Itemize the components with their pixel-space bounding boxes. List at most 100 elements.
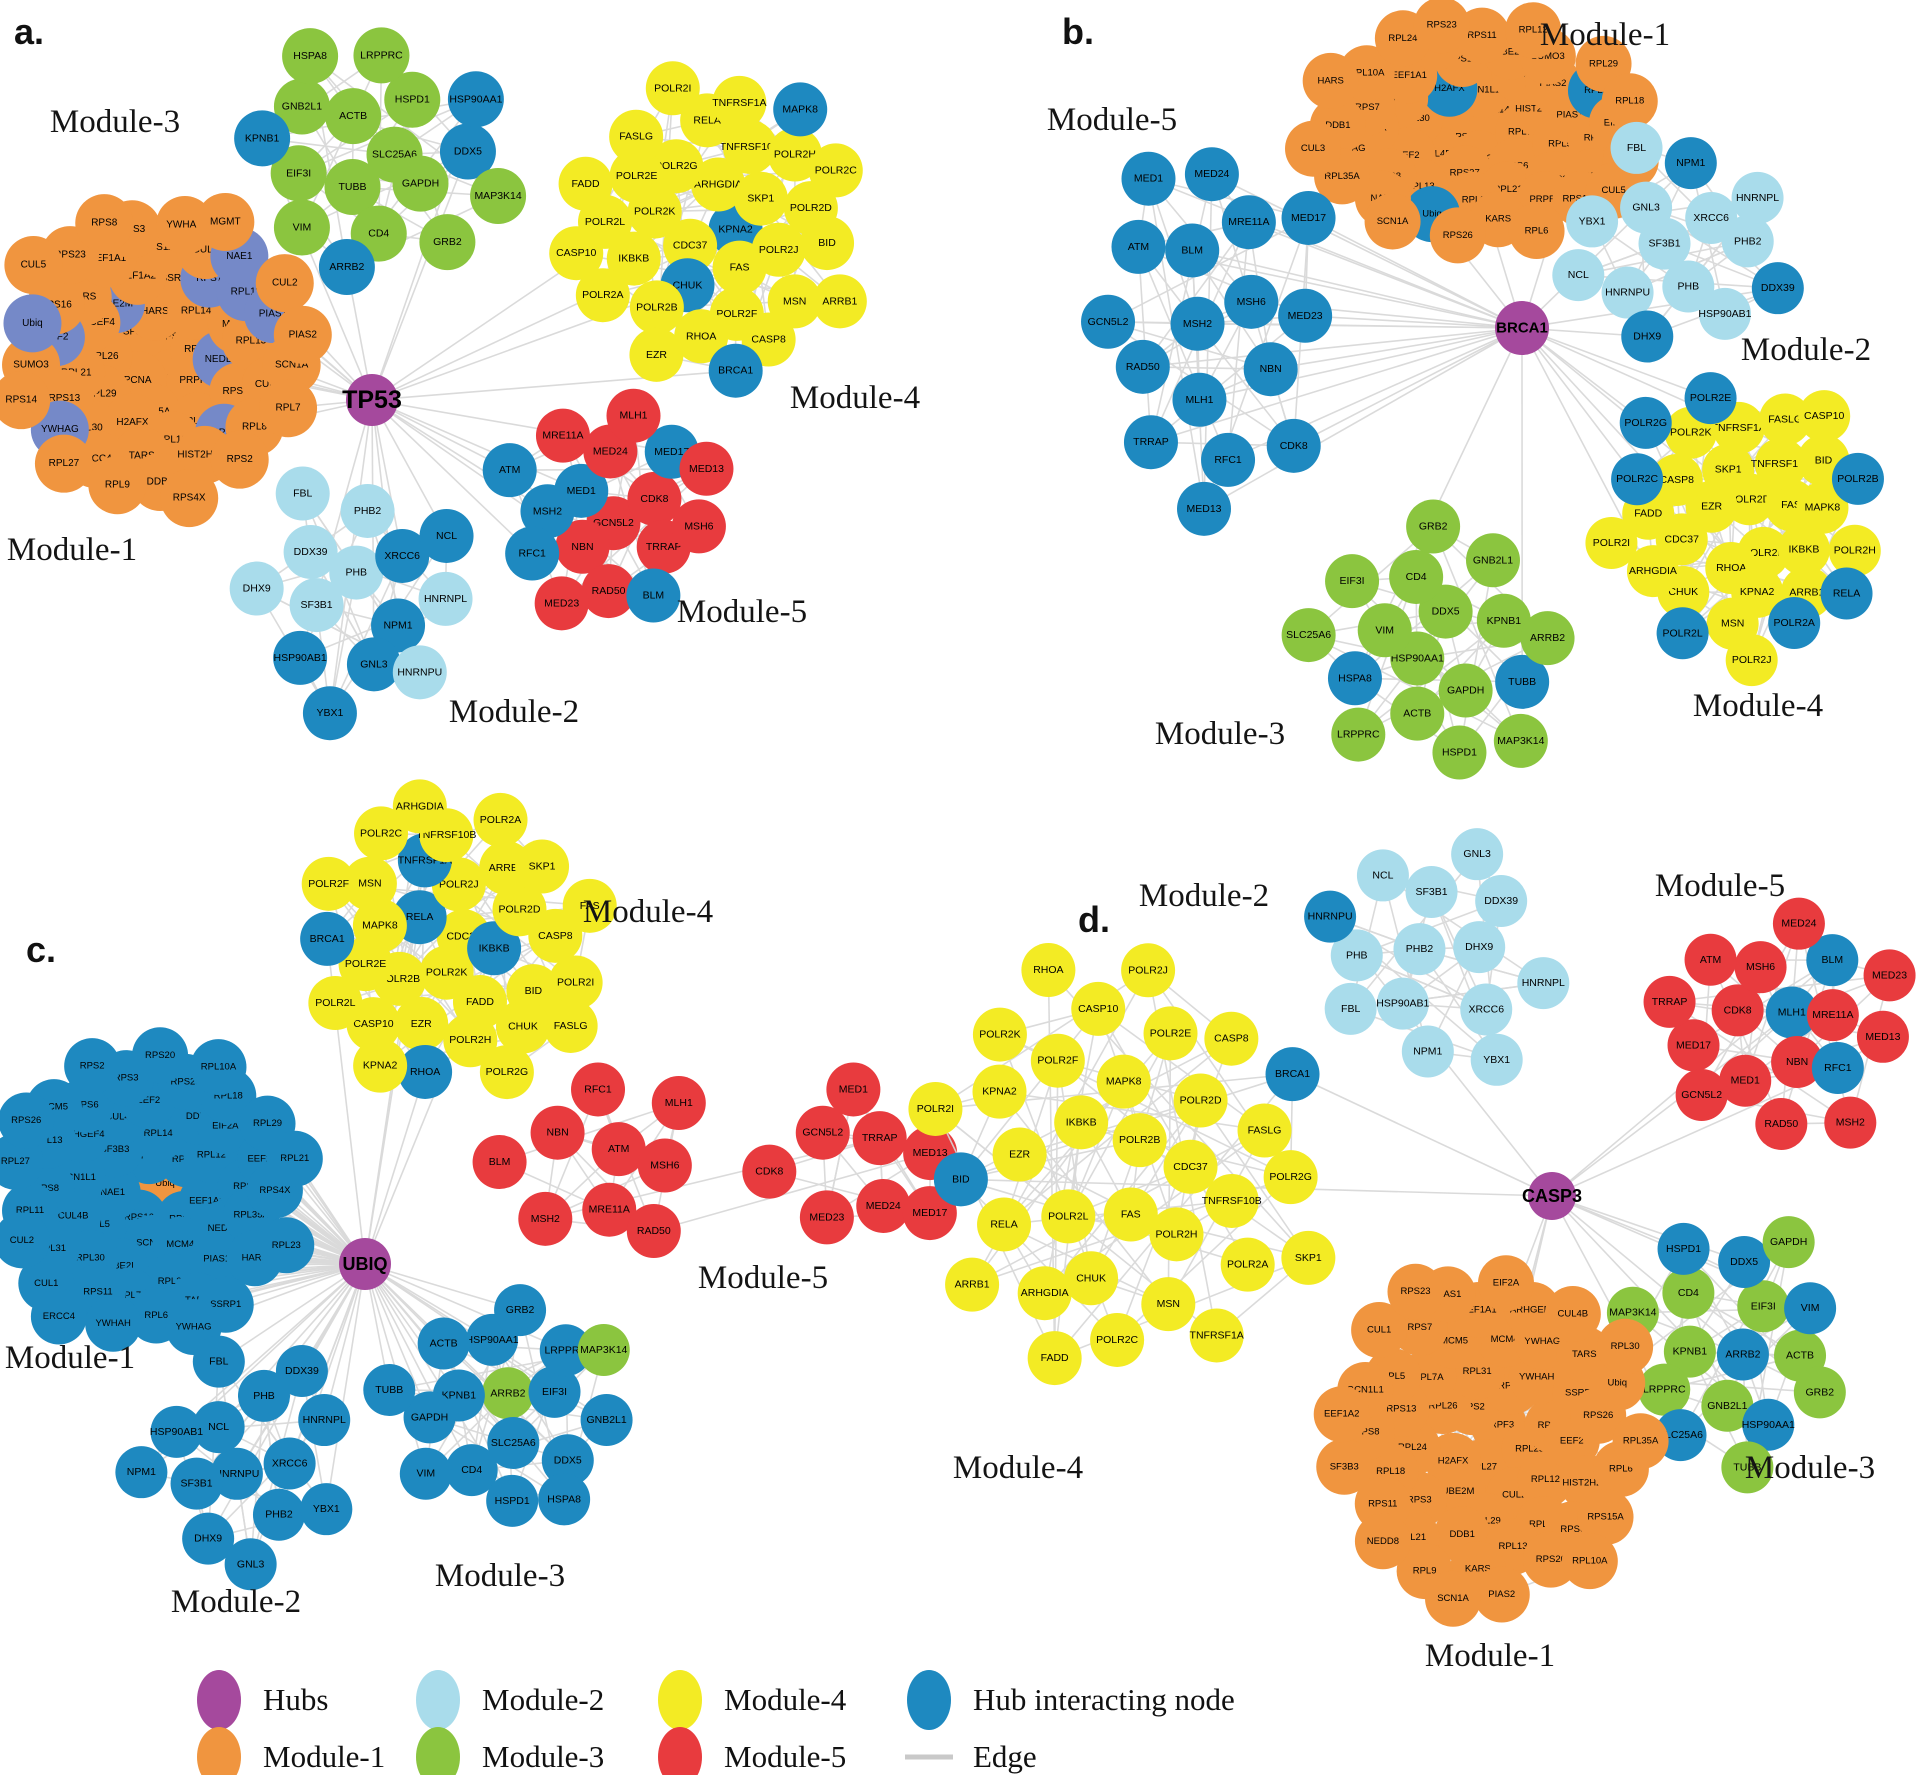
gene-node [674,309,729,364]
edge [325,1263,366,1510]
gene-node [1759,393,1812,446]
gene-node [273,305,332,364]
gene-node [691,157,746,212]
gene-node [1123,415,1178,470]
gene-node [1684,372,1737,425]
edge [371,151,469,401]
gene-node [0,1212,50,1269]
gene-node [1768,596,1821,649]
gene-node [417,1317,470,1370]
gene-node [733,171,788,226]
gene-node [282,28,339,85]
gene-node [580,1393,633,1446]
gene-node [1663,1325,1716,1378]
module-label: Module-2 [449,694,579,730]
panel-letter-d: d. [1078,899,1110,940]
gene-node [252,1488,305,1541]
module-label: Module-1 [1540,17,1670,53]
gene-node [482,443,537,498]
gene-node [1432,725,1487,780]
gene-node [539,1324,592,1377]
gene-node [1406,499,1461,554]
gene-node [1281,190,1336,245]
gene-node [645,61,700,116]
gene-node [812,274,867,329]
gene-node [627,471,682,526]
legend-label: Module-5 [724,1739,846,1774]
gene-node [1313,1386,1370,1443]
module-label: Module-5 [677,594,807,630]
gene-node [751,222,806,277]
gene-node [30,1288,87,1345]
gene-node [302,686,357,741]
gene-node [445,1444,498,1497]
gene-node [1364,193,1421,250]
gene-node [1643,975,1696,1028]
hub-label: BRCA1 [1496,320,1548,337]
gene-node [34,434,93,493]
gene-node [1734,941,1787,994]
gene-node [1505,2,1562,59]
module-label: Module-3 [50,104,180,140]
gene-node [606,388,661,443]
gene-node [1561,1533,1618,1590]
edge [1148,177,1309,219]
gene-node [375,528,430,583]
hub-label: CASP3 [1522,1186,1582,1206]
gene-node [518,1191,573,1246]
legend-swatch-module1 [197,1727,241,1775]
module-label: Module-4 [790,380,920,416]
gene-node [1354,1513,1411,1570]
gene-node [1425,1570,1482,1627]
gene-node [255,254,314,313]
gene-node [1863,949,1916,1002]
gene-node [403,1391,456,1444]
gene-node [767,274,822,329]
gene-node [300,1483,353,1536]
edge [1308,217,1523,329]
edge [218,1361,327,1510]
legend-swatch-module2 [416,1670,460,1730]
gene-node [467,921,522,976]
gene-node [1115,339,1170,394]
legend-label: Module-3 [482,1739,604,1774]
gene-node [1265,1047,1320,1102]
gene-node [1856,1010,1909,1063]
gene-node [486,1474,539,1527]
node-layer: PHB2 DHX9HSP90AB1SF3B1XRCC6PHBDDX39NPM1NC… [908,828,1916,1627]
gene-node [1237,1103,1292,1158]
gene-node [1701,1379,1754,1432]
gene-node [443,1013,498,1068]
hub-label: TP53 [342,386,402,414]
gene-node [1330,929,1383,982]
gene-node [190,1039,247,1096]
gene-node [1173,1073,1228,1128]
gene-node [1610,121,1663,174]
gene-node [530,1105,585,1160]
edge [1203,327,1523,510]
gene-node [1021,943,1076,998]
gene-node [1243,342,1298,397]
gene-node [1520,611,1575,666]
gene-node [342,856,397,911]
gene-node [1784,1282,1837,1335]
gene-node [548,955,603,1010]
gene-node [392,779,447,834]
gene-node [75,194,134,253]
gene-node [1141,1277,1196,1332]
gene-node [275,466,330,521]
edge [364,1263,431,1418]
edge [364,1071,426,1265]
gene-node [1626,545,1679,598]
gene-node [515,839,570,894]
gene-node [418,571,473,626]
gene-node [419,214,476,271]
gene-node [346,637,401,692]
panel-letter-a: a. [14,11,44,52]
gene-node [1465,533,1520,588]
panel-d: PHB2 DHX9HSP90AB1SF3B1XRCC6PHBDDX39NPM1NC… [908,828,1916,1674]
gene-node [353,27,410,84]
gene-node [1204,1011,1259,1066]
edge [499,1102,680,1163]
